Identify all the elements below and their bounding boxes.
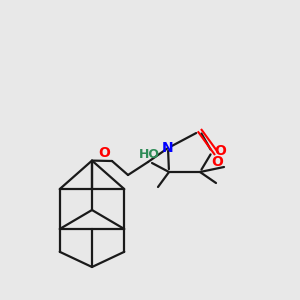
Text: N: N: [162, 141, 174, 155]
Text: O: O: [98, 146, 110, 160]
Text: O: O: [211, 155, 223, 169]
Text: O: O: [214, 144, 226, 158]
Text: HO: HO: [139, 148, 160, 161]
